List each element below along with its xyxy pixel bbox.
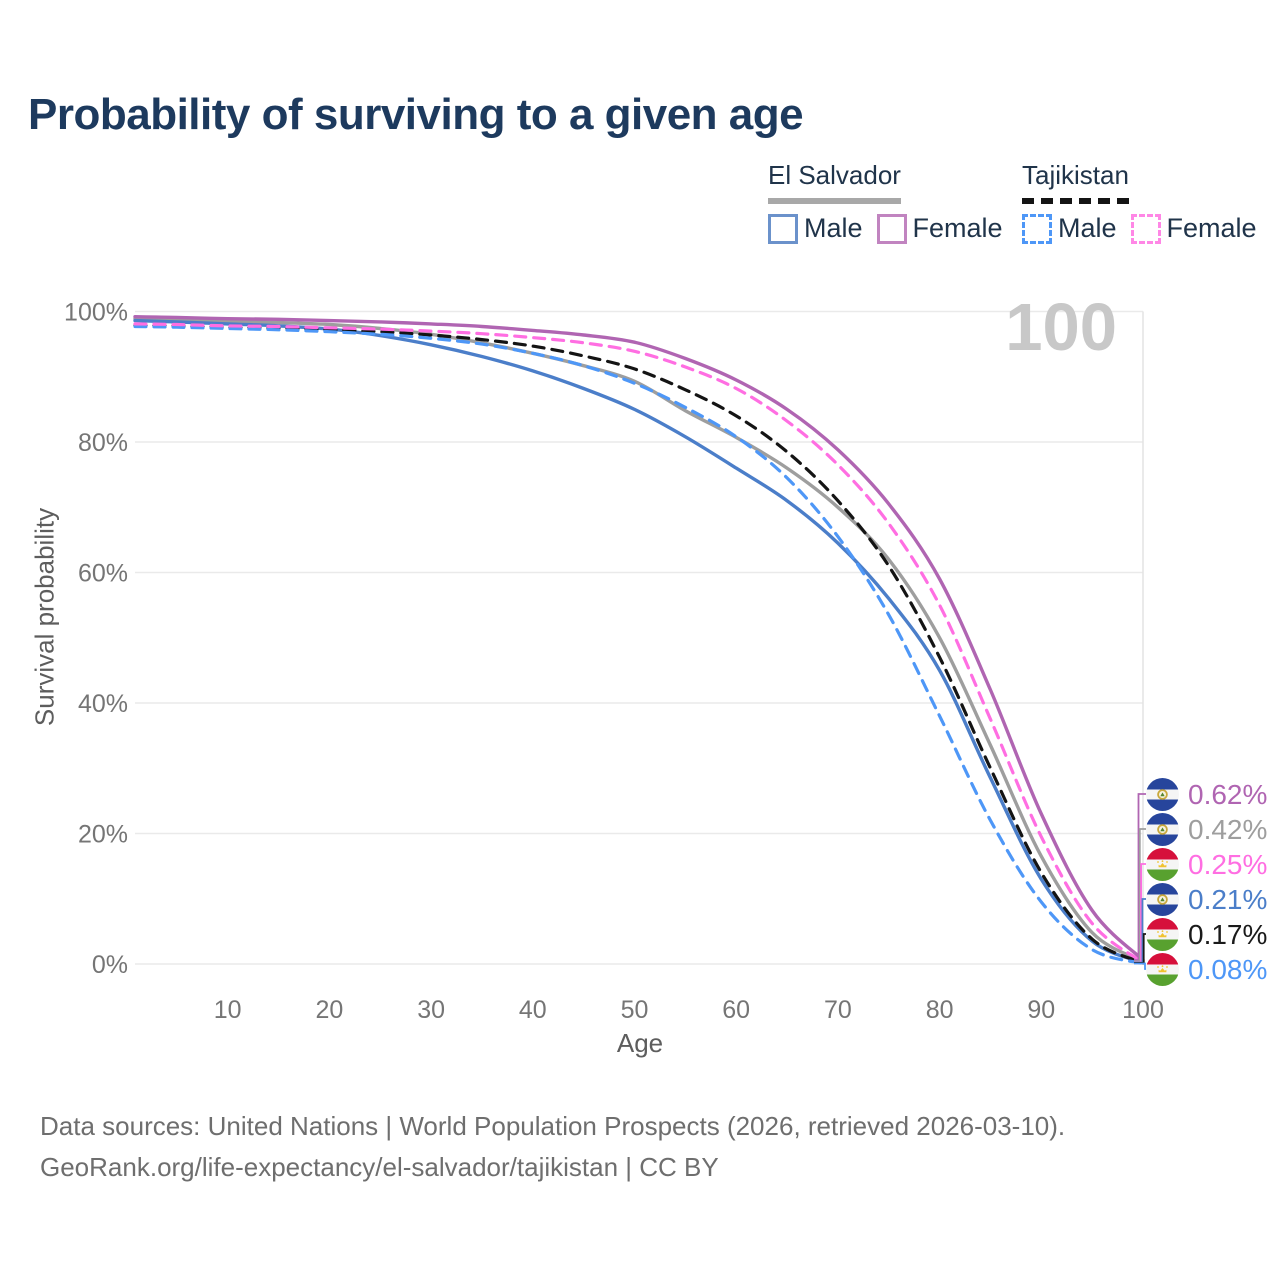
end-label-row: 0.62%	[1146, 777, 1267, 812]
x-tick-label: 20	[315, 996, 343, 1024]
series-line-tajikistan-both-sexes[interactable]	[133, 323, 1145, 965]
x-tick-label: 80	[926, 996, 954, 1024]
end-value-label: 0.25%	[1188, 848, 1268, 880]
age-watermark: 100	[1005, 290, 1117, 365]
y-tick-label: 100%	[64, 299, 128, 327]
legend-item-tajikistan-male[interactable]: Male	[1022, 213, 1117, 244]
attribution-line: GeoRank.org/life-expectancy/el-salvador/…	[40, 1152, 719, 1182]
y-tick-label: 20%	[78, 821, 128, 849]
y-axis-title: Survival probability	[29, 507, 60, 727]
page-title: Probability of surviving to a given age	[28, 90, 804, 139]
x-axis-title: Age	[616, 1028, 664, 1058]
legend-item-tajikistan-female[interactable]: Female	[1130, 213, 1257, 244]
end-label-row: 0.25%	[1146, 847, 1267, 882]
x-tick-label: 70	[824, 996, 852, 1024]
legend-item-el-salvador-male[interactable]: Male	[768, 213, 863, 244]
series-line-el-salvador-male[interactable]	[133, 318, 1145, 965]
legend-country-tajikistan[interactable]: Tajikistan	[1022, 160, 1129, 204]
legend-item-label: Male	[804, 213, 863, 243]
tajikistan-flag-icon	[1146, 918, 1179, 951]
series-line-el-salvador-female[interactable]	[133, 315, 1145, 962]
el-salvador-flag-icon	[1146, 778, 1179, 811]
label-connector	[1134, 793, 1146, 961]
tajikistan-flag-icon	[1146, 953, 1179, 986]
label-connector	[1134, 962, 1146, 970]
end-value-label: 0.21%	[1188, 883, 1268, 915]
legend-group-tajikistan: Tajikistan Male Female	[1022, 160, 1257, 244]
series-line-tajikistan-male[interactable]	[133, 324, 1145, 966]
el-salvador-female-swatch-icon	[876, 213, 907, 244]
el-salvador-flag-icon	[1146, 883, 1179, 916]
legend-item-label: Male	[1058, 213, 1117, 243]
end-label-row: 0.08%	[1146, 952, 1267, 987]
end-label-row: 0.42%	[1146, 812, 1267, 847]
x-tick-label: 90	[1027, 996, 1055, 1024]
el-salvador-flag-icon	[1146, 813, 1179, 846]
data-source-line: Data sources: United Nations | World Pop…	[40, 1111, 1066, 1141]
legend-item-label: Female	[912, 213, 1003, 243]
y-tick-label: 40%	[78, 690, 128, 718]
legend-item-label: Female	[1166, 213, 1257, 243]
el-salvador-male-swatch-icon	[768, 213, 798, 244]
x-tick-label: 30	[417, 996, 445, 1024]
tajikistan-female-swatch-icon	[1130, 213, 1161, 244]
y-tick-label: 80%	[78, 429, 128, 457]
end-value-label: 0.08%	[1188, 953, 1268, 985]
x-tick-label: 100	[1122, 996, 1164, 1024]
end-value-label: 0.17%	[1188, 918, 1268, 950]
tajikistan-flag-icon	[1146, 848, 1179, 881]
legend-country-el-salvador[interactable]: El Salvador	[768, 160, 901, 204]
y-tick-label: 60%	[78, 560, 128, 588]
label-connector	[1134, 828, 1146, 963]
end-label-row: 0.17%	[1146, 917, 1267, 952]
x-tick-label: 10	[214, 996, 242, 1024]
end-label-row: 0.21%	[1146, 882, 1267, 917]
tajikistan-male-swatch-icon	[1022, 213, 1052, 244]
x-tick-label: 60	[722, 996, 750, 1024]
end-value-label: 0.62%	[1188, 778, 1268, 810]
data-source-footer: Data sources: United Nations | World Pop…	[40, 1106, 1065, 1188]
legend-group-el-salvador: El Salvador Male Female	[768, 160, 1003, 244]
series-line-el-salvador-both-sexes[interactable]	[133, 317, 1145, 963]
series-line-tajikistan-female[interactable]	[133, 322, 1145, 964]
legend-item-el-salvador-female[interactable]: Female	[876, 213, 1003, 244]
y-tick-label: 0%	[92, 951, 128, 979]
end-value-labels: 0.62% 0.42% 0.25% 0.21% 0.17% 0.08%	[1146, 777, 1267, 987]
x-tick-label: 50	[621, 996, 649, 1024]
x-tick-label: 40	[519, 996, 547, 1024]
end-value-label: 0.42%	[1188, 813, 1268, 845]
